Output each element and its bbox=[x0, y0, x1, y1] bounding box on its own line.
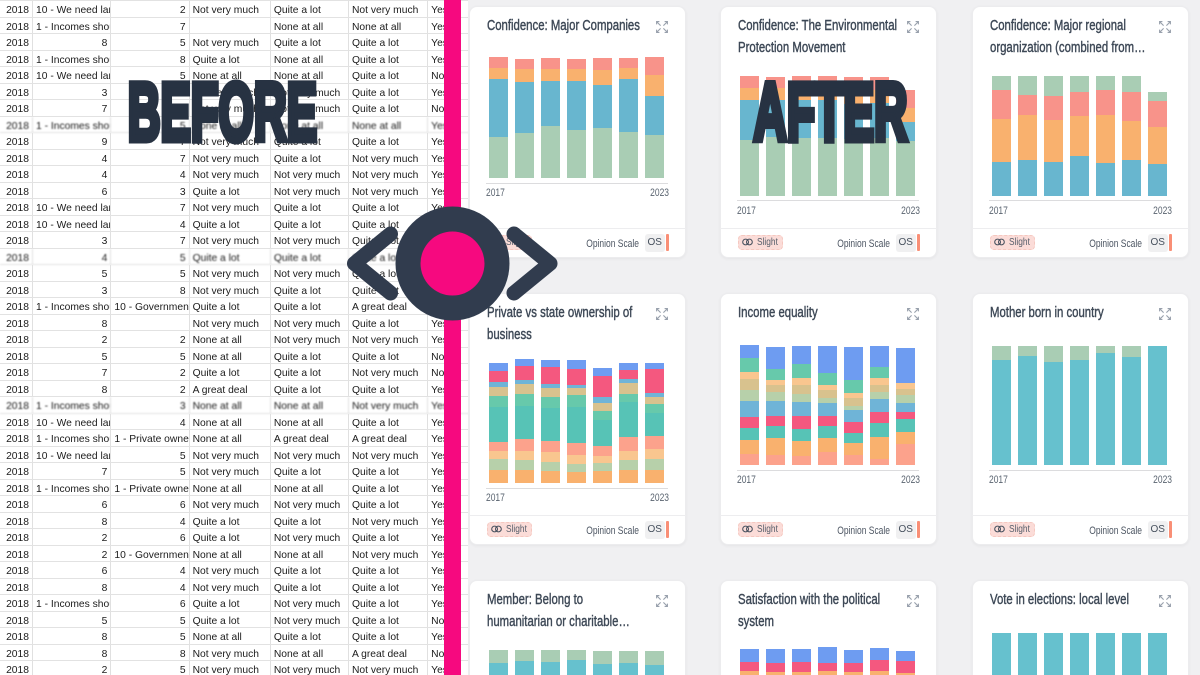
svg-text:AFTER: AFTER bbox=[754, 67, 908, 158]
svg-text:BEFORE: BEFORE bbox=[128, 67, 317, 158]
